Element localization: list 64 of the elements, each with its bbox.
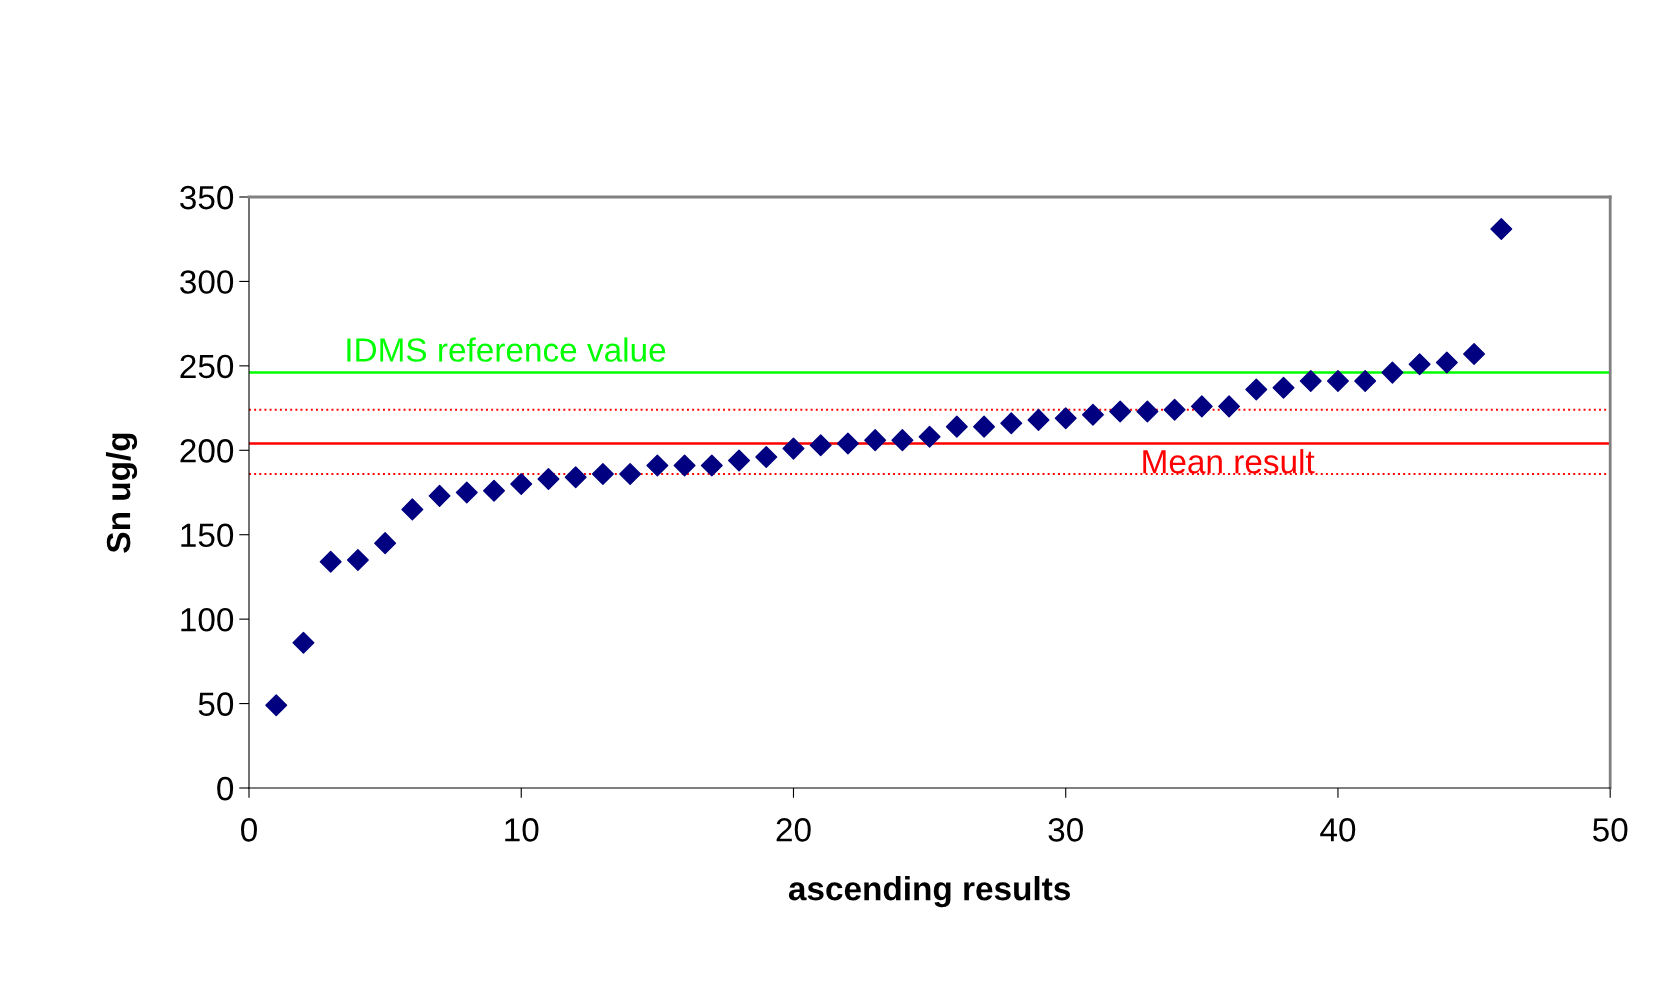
point xyxy=(319,550,342,573)
point xyxy=(1326,370,1349,393)
y-axis-title: Sn ug/g xyxy=(105,433,138,553)
y-tick-label: 50 xyxy=(198,692,234,716)
point xyxy=(1381,361,1404,384)
point xyxy=(755,446,778,469)
ref-line-label: IDMS reference value xyxy=(347,337,666,362)
point xyxy=(1490,218,1513,241)
x-tick-label: 20 xyxy=(776,818,811,842)
point xyxy=(1435,351,1458,374)
x-tick-label: 40 xyxy=(1320,818,1356,842)
x-tick-label: 30 xyxy=(1048,818,1083,842)
x-tick-label: 0 xyxy=(241,818,257,842)
point xyxy=(1354,370,1377,393)
y-tick-label: 200 xyxy=(180,439,234,463)
point xyxy=(1463,343,1486,366)
point xyxy=(455,481,478,504)
point xyxy=(864,429,887,452)
point xyxy=(1272,376,1295,399)
point xyxy=(1027,408,1050,431)
y-tick-label: 150 xyxy=(181,523,234,548)
y-tick-label: 250 xyxy=(180,354,234,379)
point xyxy=(1081,403,1104,426)
x-tick-label: 50 xyxy=(1593,818,1628,842)
point xyxy=(510,473,533,496)
ref-line-label: Mean result xyxy=(1143,449,1315,474)
point xyxy=(401,498,424,521)
point xyxy=(591,462,614,485)
point xyxy=(809,434,832,457)
point xyxy=(564,466,587,489)
point xyxy=(1218,395,1241,418)
point xyxy=(973,415,996,438)
point xyxy=(782,437,805,460)
point xyxy=(728,449,751,472)
point xyxy=(1054,407,1077,430)
point xyxy=(700,454,723,477)
point xyxy=(673,454,696,477)
point xyxy=(1136,400,1159,423)
point xyxy=(374,532,397,555)
point xyxy=(1190,395,1213,418)
x-axis-title: ascending results xyxy=(788,876,1070,908)
point xyxy=(1109,400,1132,423)
point xyxy=(1163,398,1186,421)
y-tick-label: 300 xyxy=(180,270,234,294)
point xyxy=(945,415,968,438)
point xyxy=(1299,370,1322,393)
point xyxy=(265,694,288,717)
y-tick-label: 350 xyxy=(180,185,234,210)
point xyxy=(537,467,560,490)
point xyxy=(292,631,315,654)
point xyxy=(346,549,369,572)
point xyxy=(1000,412,1023,435)
x-tick-label: 10 xyxy=(505,818,539,842)
point xyxy=(483,479,506,502)
y-tick-label: 0 xyxy=(217,776,234,801)
point xyxy=(1408,353,1431,376)
point xyxy=(619,462,642,485)
point xyxy=(891,429,914,452)
point xyxy=(428,484,451,507)
point xyxy=(646,454,669,477)
point xyxy=(836,432,859,455)
point xyxy=(918,425,941,448)
point xyxy=(1245,378,1268,401)
y-tick-label: 100 xyxy=(181,607,234,632)
